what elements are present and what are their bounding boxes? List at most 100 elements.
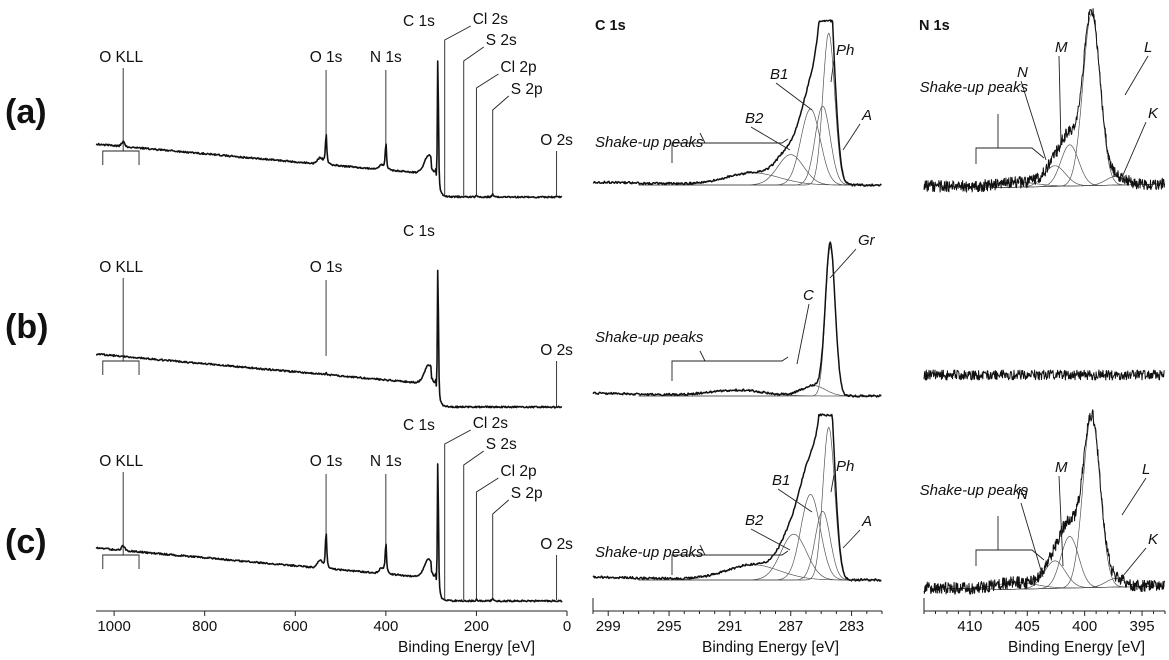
n1s-c-component-l: [947, 416, 1164, 590]
survey-c-cl-2s-label: Cl 2s: [473, 415, 509, 432]
c1s-c-shake-up-peaks-label: Shake-up peaks: [595, 544, 704, 561]
c1s-c-ph-label: Ph: [836, 458, 854, 475]
survey-a-s-2p-label: S 2p: [511, 81, 543, 98]
survey-tick-label-0: 0: [563, 618, 571, 635]
survey-a-cl-2p-leader: [476, 74, 498, 196]
n1s-header: N 1s: [919, 18, 950, 34]
c1s-a-b1-label: B1: [770, 66, 788, 83]
c1s-c-a-label: A: [861, 513, 872, 530]
n1s-a-m-leader: [1059, 56, 1061, 145]
survey-tick-label-400: 400: [373, 618, 398, 635]
survey-c-cl-2s-leader: [445, 430, 471, 600]
n1s-a-l-label: L: [1144, 39, 1152, 56]
c1s-a-a-leader: [843, 124, 860, 150]
survey-b-c-1s-label: C 1s: [403, 223, 435, 240]
survey-a-s-2p-leader: [493, 96, 509, 196]
c1s-a-b2-label: B2: [745, 110, 764, 127]
c1s-b-shake-up-peaks-label: Shake-up peaks: [595, 329, 704, 346]
c1s-c-b1-label: B1: [772, 472, 790, 489]
c1s-tick-label-283: 283: [839, 618, 864, 635]
c1s-c-a-leader: [843, 530, 860, 548]
n1s-c-m-leader: [1059, 476, 1063, 566]
c1s-spectrum-b: [593, 242, 881, 397]
survey-b-o-1s-label: O 1s: [310, 259, 343, 276]
n1s-a-m-label: M: [1055, 39, 1068, 56]
n1s-tick-label-410: 410: [957, 618, 982, 635]
c1s-a-shake-up-peaks-label: Shake-up peaks: [595, 134, 704, 151]
row-label-a: (a): [5, 93, 47, 131]
n1s-c-l-leader: [1122, 478, 1146, 515]
n1s-tick-label-405: 405: [1015, 618, 1040, 635]
n1s-row-c: L M N K Shake-up peaks: [920, 410, 1165, 595]
n1s-row-b: [924, 370, 1165, 380]
n1s-a-l-leader: [1125, 56, 1148, 95]
n1s-a-shake-up-peaks-leader: [976, 148, 1044, 164]
survey-c-s-2p-leader: [493, 500, 509, 600]
survey-a-s-2s-leader: [464, 47, 484, 196]
n1s-row-a: L M N K Shake-up peaks: [920, 9, 1165, 193]
n1s-tick-label-400: 400: [1072, 618, 1097, 635]
survey-c-cl-2p-leader: [476, 478, 498, 600]
survey-c-c-1s-label: C 1s: [403, 417, 435, 434]
n1s-a-k-leader: [1120, 122, 1146, 182]
c1s-b-c-label: C: [803, 287, 814, 304]
survey-b-o-kll-bracket: [103, 361, 139, 375]
survey-tick-label-1000: 1000: [97, 618, 130, 635]
n1s-spectrum-a: [924, 9, 1165, 193]
c1s-b-shake-up-peaks-leader-tick: [700, 351, 705, 361]
n1s-c-m-label: M: [1055, 459, 1068, 476]
survey-c-s-2s-leader: [464, 451, 484, 600]
survey-a-o-kll-bracket: [103, 151, 139, 165]
survey-a-o-1s-label: O 1s: [310, 49, 343, 66]
c1s-row-b: Gr C Shake-up peaks: [593, 232, 881, 397]
c1s-a-b2-leader: [751, 127, 790, 150]
c1s-b-component-gr: [639, 247, 882, 396]
c1s-b-gr-label: Gr: [858, 232, 876, 249]
survey-a-s-2s-label: S 2s: [486, 32, 517, 49]
n1s-x-axis-label: Binding Energy [eV]: [1008, 639, 1145, 656]
survey-c-s-2p-label: S 2p: [511, 485, 543, 502]
survey-spectrum-a: [96, 61, 562, 198]
survey-b-o-2s-label: O 2s: [540, 342, 573, 359]
n1s-tick-label-395: 395: [1130, 618, 1155, 635]
survey-a-n-1s-label: N 1s: [370, 49, 402, 66]
n1s-c-k-label: K: [1148, 531, 1159, 548]
survey-x-axis-label: Binding Energy [eV]: [398, 639, 535, 656]
survey-b-o-kll-label: O KLL: [99, 259, 143, 276]
c1s-row-a: PhAB1B2Shake-up peaks: [593, 20, 881, 186]
n1s-c-n-leader: [1021, 503, 1043, 577]
c1s-tick-label-295: 295: [657, 618, 682, 635]
n1s-c-shake-up-peaks-leader: [976, 550, 1044, 566]
survey-a-o-kll-label: O KLL: [99, 49, 143, 66]
n1s-panels: L M N K Shake-up peaks L M N K Shake-up peaks: [920, 9, 1165, 595]
n1s-a-k-label: K: [1148, 105, 1159, 122]
c1s-b-shake-up-peaks-leader: [672, 357, 788, 381]
c1s-c-ph-leader: [831, 475, 834, 492]
survey-a-c-1s-label: C 1s: [403, 13, 435, 30]
survey-c-o-1s-label: O 1s: [310, 453, 343, 470]
c1s-b-gr-leader: [830, 249, 856, 278]
c1s-b-c-leader: [797, 304, 809, 364]
survey-row-b: O KLL O 1s C 1s O 2s: [96, 223, 573, 408]
survey-tick-label-600: 600: [283, 618, 308, 635]
n1s-spectrum-c: [924, 410, 1165, 595]
survey-tick-label-800: 800: [192, 618, 217, 635]
c1s-header: C 1s: [595, 18, 626, 34]
c1s-row-c: Ph A B1 B2 Shake-up peaks: [593, 414, 881, 581]
c1s-tick-label-287: 287: [778, 618, 803, 635]
survey-row-c: O KLL O 1s N 1s C 1s Cl 2s S 2s Cl 2p S 2p O 2s: [96, 415, 573, 602]
survey-c-o-kll-bracket: [103, 555, 139, 569]
n1s-c-k-leader: [1118, 548, 1146, 582]
survey-spectrum-b: [96, 270, 562, 407]
c1s-x-axis-label: Binding Energy [eV]: [702, 639, 839, 656]
c1s-a-b1-leader: [776, 83, 812, 110]
c1s-c-component-b1: [639, 495, 882, 581]
survey-c-o-2s-label: O 2s: [540, 536, 573, 553]
n1s-c-shake-up-peaks-label: Shake-up peaks: [920, 482, 1029, 499]
survey-c-s-2s-label: S 2s: [486, 436, 517, 453]
row-label-b: (b): [5, 308, 48, 346]
survey-a-cl-2s-label: Cl 2s: [473, 11, 509, 28]
n1s-a-shake-up-peaks-label: Shake-up peaks: [920, 79, 1029, 96]
